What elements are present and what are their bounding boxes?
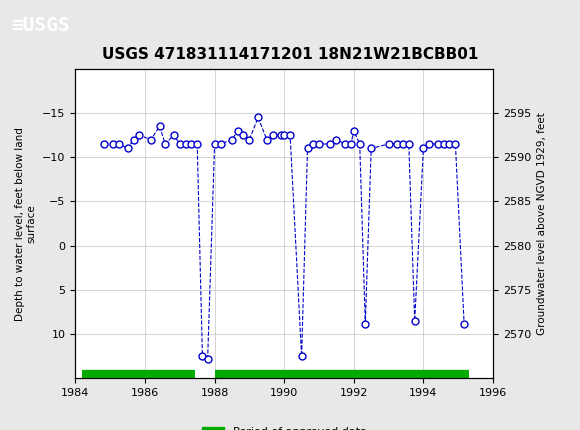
Y-axis label: Groundwater level above NGVD 1929, feet: Groundwater level above NGVD 1929, feet [536,112,546,335]
Text: USGS 471831114171201 18N21W21BCBB01: USGS 471831114171201 18N21W21BCBB01 [102,47,478,62]
Y-axis label: Depth to water level, feet below land
surface: Depth to water level, feet below land su… [15,127,37,320]
Text: ≡USGS: ≡USGS [12,16,70,35]
Legend: Period of approved data: Period of approved data [197,422,371,430]
